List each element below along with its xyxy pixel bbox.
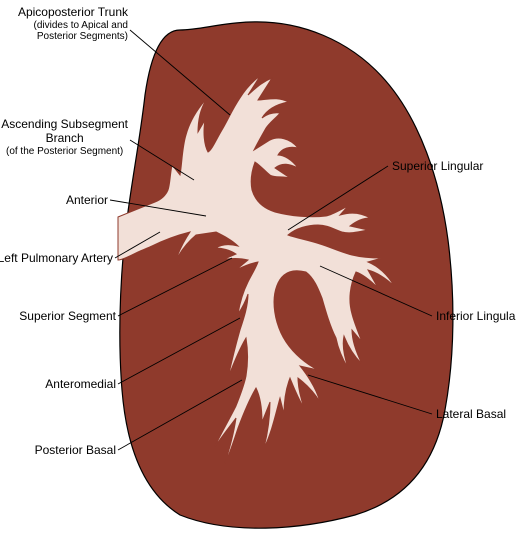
label-posterior-basal: Posterior Basal <box>35 444 116 458</box>
label-ascending-subsegment-branch: Ascending SubsegmentBranch (of the Poste… <box>1 118 128 157</box>
label-text: Inferior Lingular <box>436 309 516 323</box>
label-text: Superior Lingular <box>392 159 483 173</box>
label-left-pulmonary-artery: Left Pulmonary Artery <box>0 252 113 266</box>
label-text: Lateral Basal <box>436 407 506 421</box>
label-text: Ascending SubsegmentBranch <box>1 117 128 145</box>
label-text: Anterior <box>66 193 108 207</box>
label-subtext: (of the Posterior Segment) <box>1 146 128 158</box>
label-text: Left Pulmonary Artery <box>0 251 113 265</box>
label-superior-lingular: Superior Lingular <box>392 160 483 174</box>
label-superior-segment: Superior Segment <box>19 310 116 324</box>
label-text: Posterior Basal <box>35 443 116 457</box>
label-anteromedial: Anteromedial <box>45 378 116 392</box>
diagram-stage: Apicoposterior Trunk (divides to Apical … <box>0 0 516 537</box>
label-apicoposterior-trunk: Apicoposterior Trunk (divides to Apical … <box>18 6 128 43</box>
label-text: Anteromedial <box>45 377 116 391</box>
label-subtext: (divides to Apical andPosterior Segments… <box>18 20 128 43</box>
label-text: Superior Segment <box>19 309 116 323</box>
lung-outline <box>120 22 453 528</box>
label-inferior-lingular: Inferior Lingular <box>436 310 516 324</box>
label-anterior: Anterior <box>66 194 108 208</box>
label-lateral-basal: Lateral Basal <box>436 408 506 422</box>
label-text: Apicoposterior Trunk <box>18 5 128 19</box>
